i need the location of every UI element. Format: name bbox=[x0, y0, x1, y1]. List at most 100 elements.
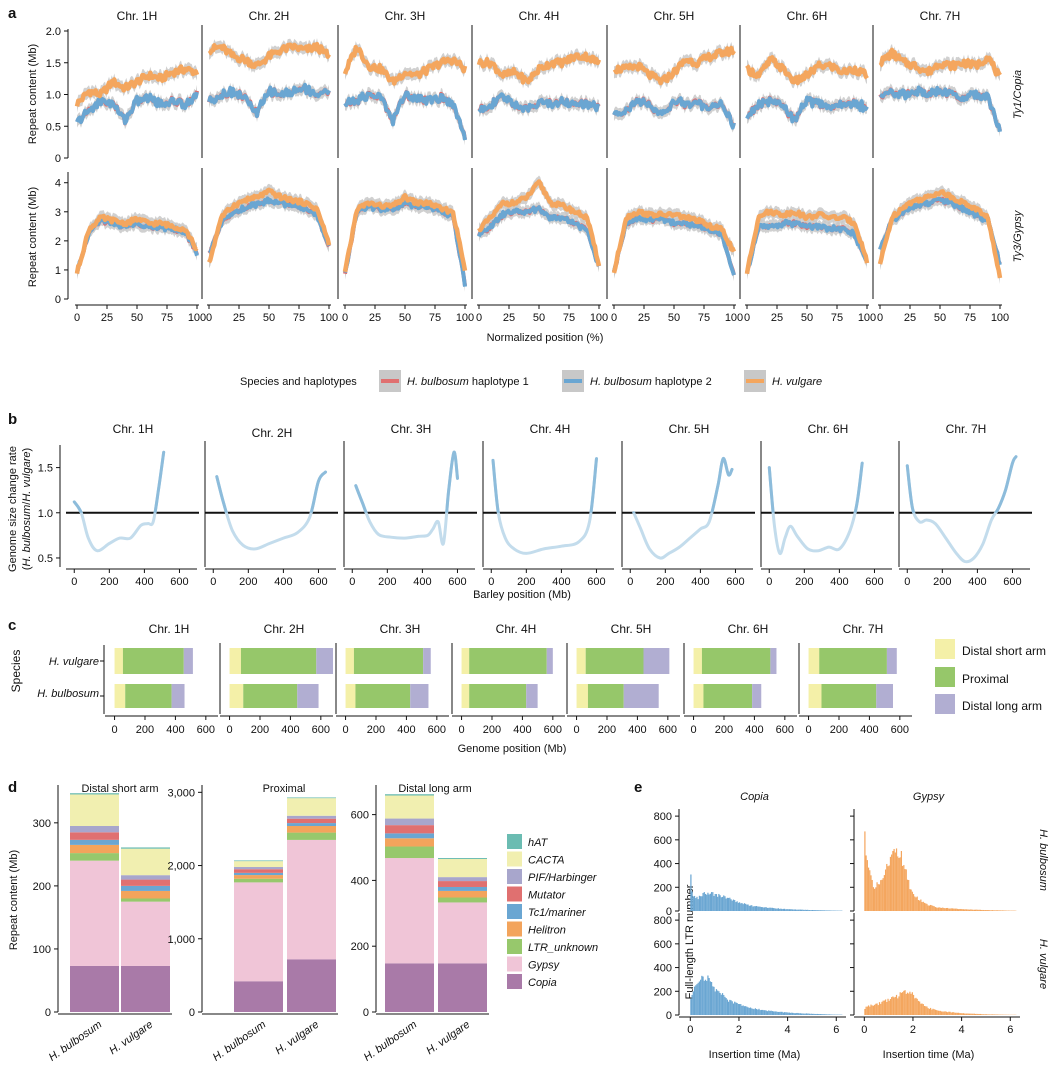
histogram-bar bbox=[771, 907, 774, 911]
histogram-bar bbox=[966, 1013, 968, 1015]
x-tick-label: 0 bbox=[459, 724, 465, 736]
histogram-bar bbox=[780, 1011, 782, 1015]
histogram-bar bbox=[760, 1009, 763, 1015]
x-tick-label: 25 bbox=[771, 312, 783, 324]
category-label: H. bulbosum bbox=[362, 1019, 419, 1064]
x-tick-label: 100 bbox=[725, 312, 743, 324]
histogram-bar bbox=[720, 994, 722, 1015]
y-tick-label: 0 bbox=[666, 906, 672, 918]
histogram-bar bbox=[785, 1012, 787, 1015]
curve-light bbox=[905, 455, 1018, 564]
x-tick-label: 0 bbox=[574, 724, 580, 736]
histogram-bar bbox=[884, 999, 887, 1015]
histogram-bar bbox=[822, 1014, 825, 1015]
legend-swatch bbox=[507, 851, 522, 867]
stack-segment-tc1-mariner bbox=[438, 886, 487, 891]
row-label: H. vulgare bbox=[1037, 939, 1049, 989]
histogram-bar bbox=[905, 869, 907, 911]
histogram-bar bbox=[788, 1012, 791, 1015]
histogram-bar bbox=[776, 908, 778, 911]
y-tick-label: 200 bbox=[351, 941, 369, 953]
histogram-bar bbox=[734, 1001, 736, 1015]
histogram-bar bbox=[864, 831, 866, 911]
histogram-bar bbox=[944, 908, 946, 911]
y-tick-label: 600 bbox=[351, 810, 369, 822]
chromosome-title: Chr. 5H bbox=[669, 422, 710, 436]
histogram-bar bbox=[802, 1013, 804, 1015]
histogram-bar bbox=[796, 909, 798, 911]
histogram-bar bbox=[951, 908, 954, 911]
histogram-bar bbox=[865, 1006, 867, 1015]
histogram-bar bbox=[956, 1012, 958, 1015]
y-tick-label: 600 bbox=[654, 835, 672, 847]
histogram-bar bbox=[804, 909, 806, 911]
histogram-bar bbox=[931, 905, 933, 911]
bar-segment-distal-long-arm bbox=[886, 648, 897, 674]
curve-dark bbox=[632, 457, 734, 513]
histogram-bar bbox=[999, 910, 1001, 911]
histogram-bar bbox=[968, 909, 971, 911]
x-tick-label: 2 bbox=[736, 1024, 742, 1036]
histogram-bar bbox=[792, 909, 794, 911]
histogram-bar bbox=[939, 907, 941, 911]
histogram-bar bbox=[808, 1013, 810, 1015]
histogram-bar bbox=[978, 1013, 980, 1015]
histogram-bar bbox=[768, 1010, 770, 1015]
bar-segment-distal-long-arm bbox=[316, 648, 333, 674]
y-tick-label: 2,000 bbox=[167, 861, 195, 873]
y-tick-label: 400 bbox=[654, 963, 672, 975]
histogram-bar bbox=[904, 869, 906, 911]
histogram-bar bbox=[865, 855, 867, 911]
y-tick-label: 200 bbox=[654, 882, 672, 894]
histogram-bar bbox=[979, 1013, 982, 1015]
histogram-bar bbox=[959, 1013, 961, 1015]
histogram-bar bbox=[777, 908, 780, 911]
histogram-bar bbox=[779, 1011, 781, 1015]
y-axis-label: Genome size change rate bbox=[7, 446, 19, 572]
ci-band-h-bulbosum bbox=[614, 92, 734, 133]
histogram-bar bbox=[740, 903, 742, 911]
histogram-bar bbox=[866, 1006, 868, 1015]
histogram-bar bbox=[703, 980, 705, 1015]
histogram-bar bbox=[989, 910, 991, 911]
histogram-bar bbox=[781, 909, 783, 911]
stack-segment-helitron bbox=[70, 844, 119, 854]
y-tick-label: 0.5 bbox=[46, 121, 61, 133]
histogram-bar bbox=[695, 898, 697, 911]
histogram-bar bbox=[966, 909, 968, 911]
histogram-bar bbox=[757, 906, 759, 911]
histogram-bar bbox=[886, 863, 888, 911]
histogram-bar bbox=[730, 899, 732, 911]
y-tick-label: 800 bbox=[654, 811, 672, 823]
histogram-bar bbox=[968, 1013, 971, 1015]
stack-segment-tc1-mariner bbox=[70, 839, 119, 845]
stack-segment-copia bbox=[70, 965, 119, 1012]
y-tick-label: 1.5 bbox=[46, 58, 61, 70]
histogram-bar bbox=[719, 895, 721, 911]
histogram-bar bbox=[973, 909, 975, 911]
histogram-bar bbox=[914, 896, 916, 911]
stack-segment-hat bbox=[121, 847, 170, 849]
histogram-bar bbox=[940, 1011, 943, 1015]
histogram-bar bbox=[736, 1002, 738, 1015]
histogram-bar bbox=[949, 908, 951, 911]
chromosome-title: Chr. 5H bbox=[611, 622, 652, 636]
bar-segment-distal-long-arm bbox=[770, 648, 777, 674]
x-tick-label: 4 bbox=[959, 1024, 965, 1036]
y-tick-label: 1,000 bbox=[167, 934, 195, 946]
bar-segment-proximal bbox=[469, 648, 547, 674]
legend-swatch bbox=[507, 921, 522, 937]
x-tick-label: 0 bbox=[766, 576, 772, 588]
bar-segment-distal-long-arm bbox=[410, 684, 429, 708]
histogram-bar bbox=[769, 907, 771, 911]
histogram-bar bbox=[809, 910, 811, 911]
x-tick-label: 25 bbox=[369, 312, 381, 324]
x-tick-label: 600 bbox=[891, 724, 909, 736]
histogram-bar bbox=[880, 880, 882, 911]
histogram-bar bbox=[957, 909, 960, 911]
ci-band-h-vulgare bbox=[479, 175, 599, 272]
histogram-bar bbox=[927, 905, 929, 911]
bar-segment-distal-short-arm bbox=[693, 684, 704, 708]
histogram bbox=[690, 874, 843, 911]
y-tick-label: 2.0 bbox=[46, 26, 61, 38]
